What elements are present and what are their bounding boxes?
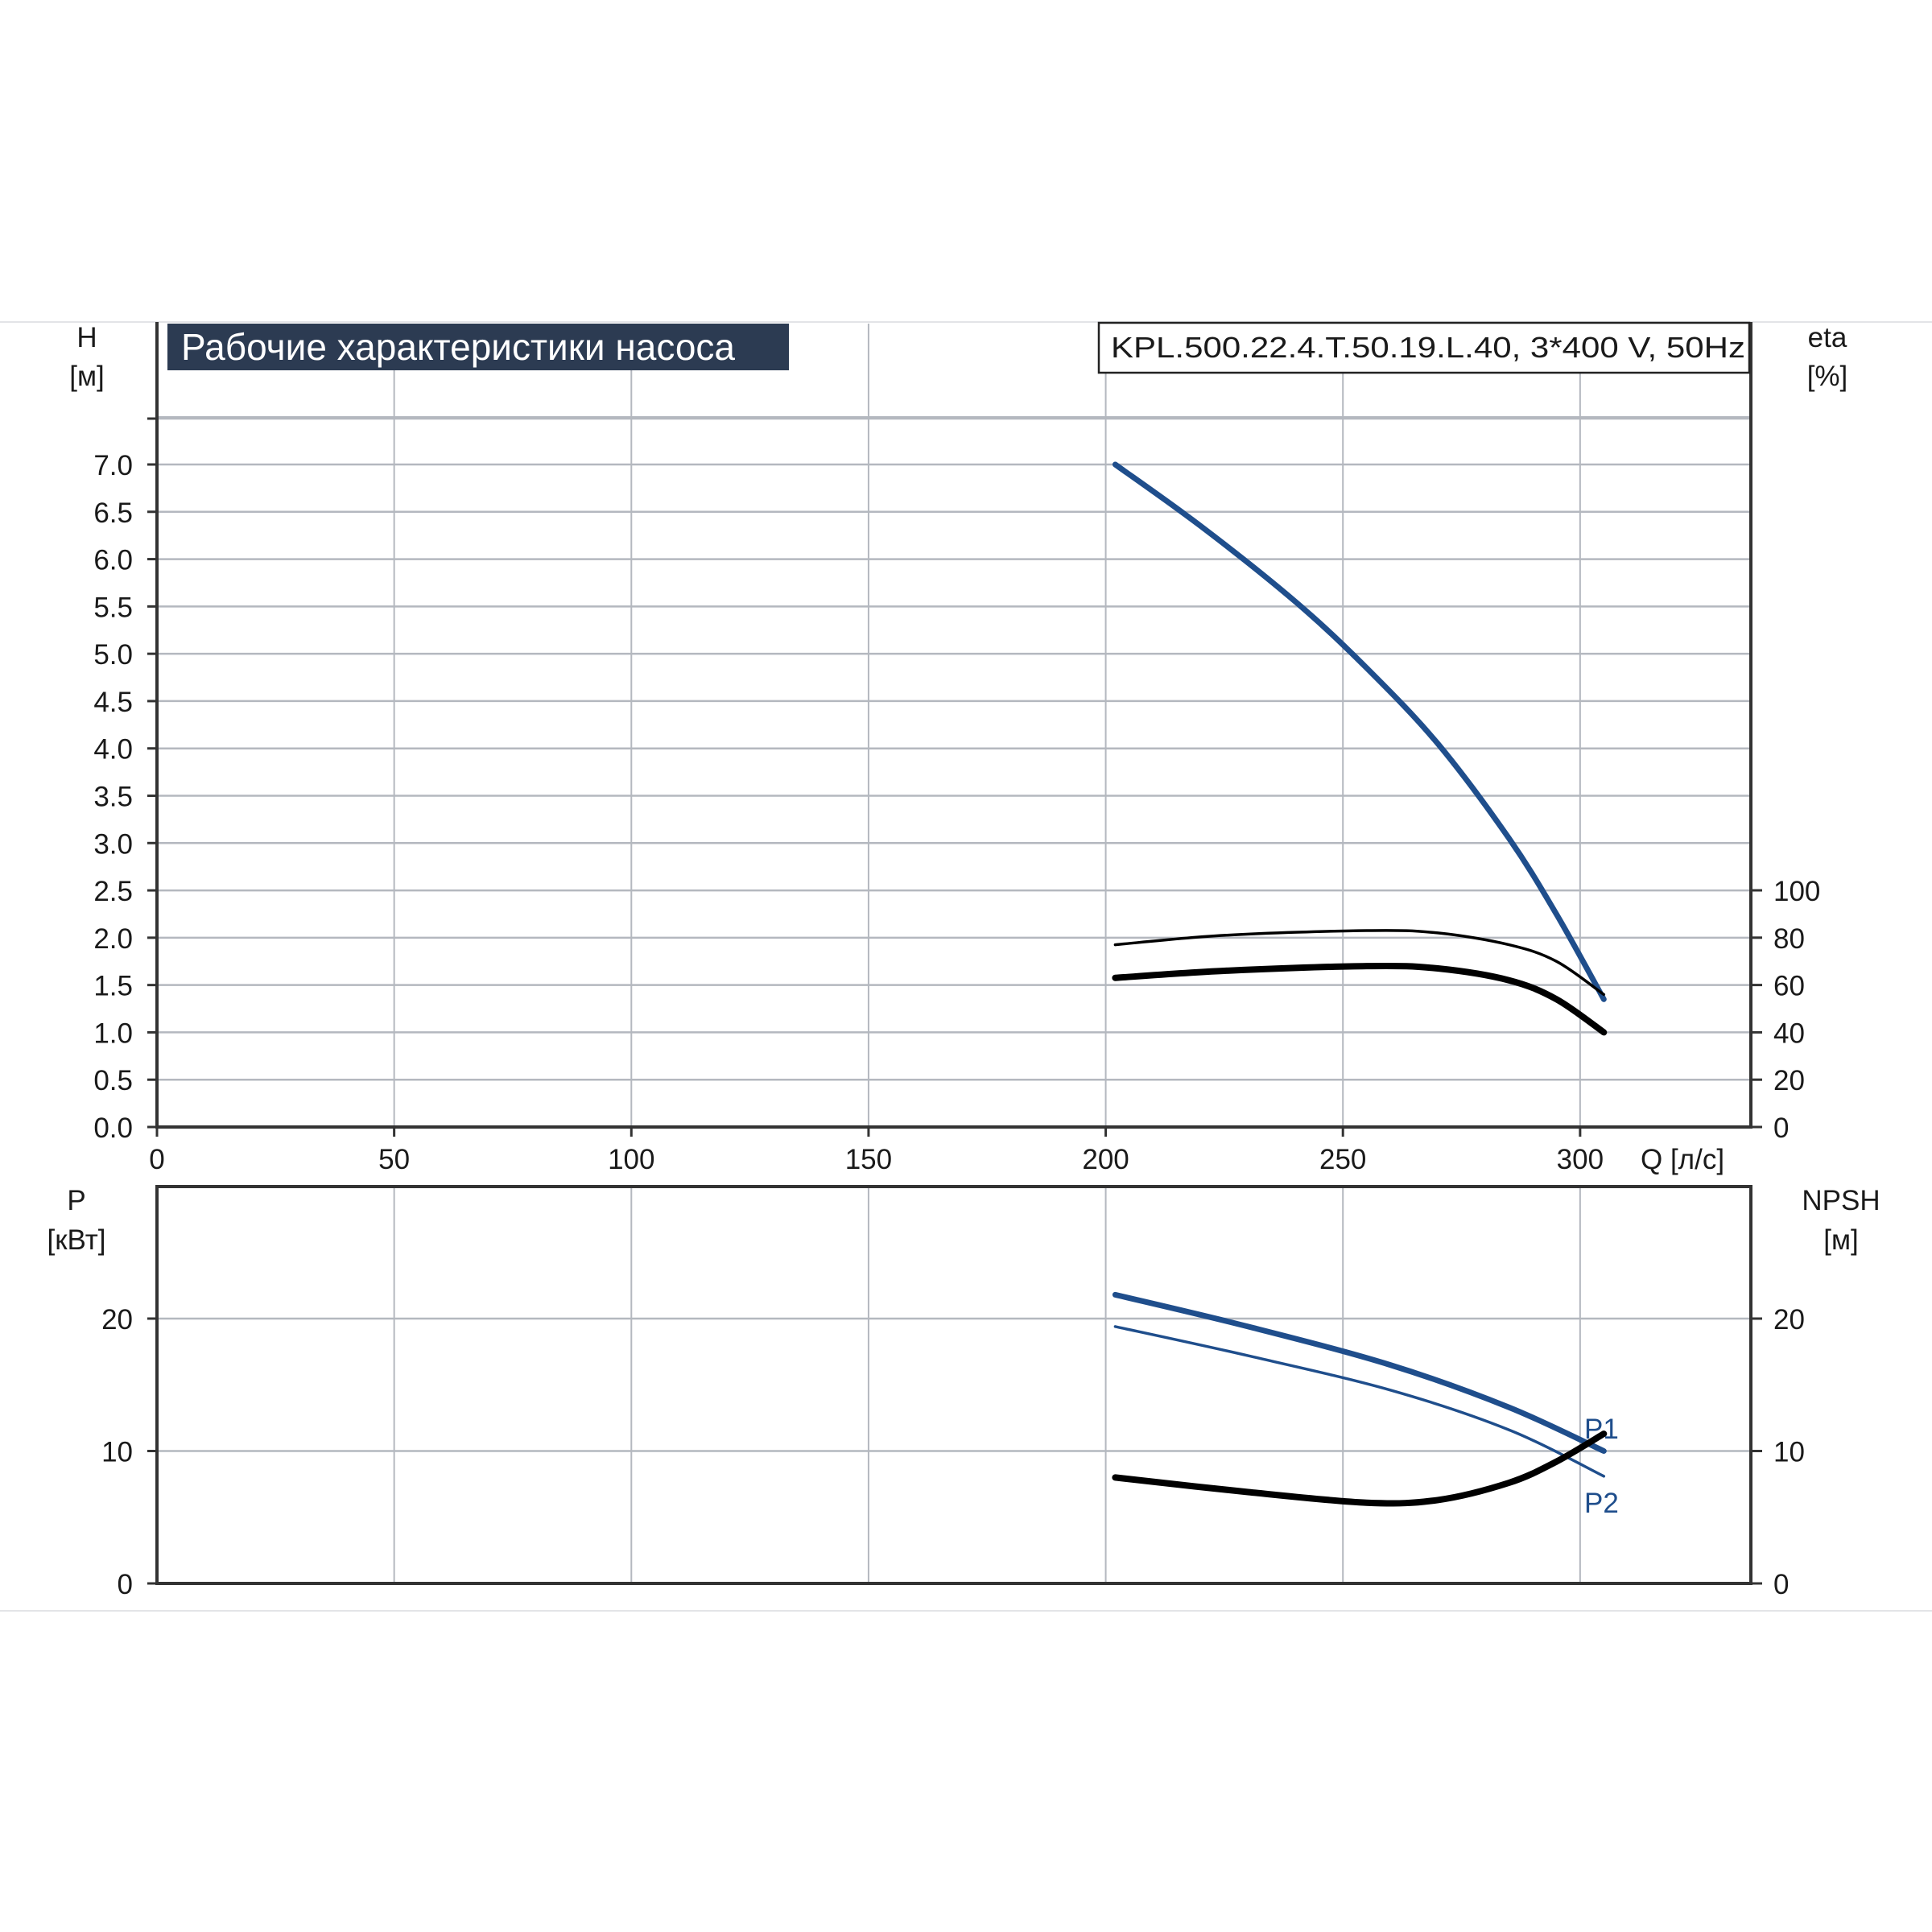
- y-right-tick-label: 100: [1773, 876, 1820, 907]
- bottom-y-right-tick-label: 20: [1773, 1304, 1805, 1335]
- x-tick-label: 150: [845, 1144, 892, 1175]
- bottom-panel-grid: [155, 1185, 1752, 1585]
- bottom-panel-frame: [155, 1185, 1752, 1585]
- bottom-y-left-title-2: [кВт]: [47, 1224, 106, 1256]
- x-tick-label: 100: [608, 1144, 654, 1175]
- model-box: [1097, 321, 1751, 374]
- bottom-panel-ticks: 0 10 20 0 10 20: [101, 1304, 1805, 1600]
- y-left-tick-label: 0.5: [93, 1065, 133, 1096]
- y-right-tick-label: 0: [1773, 1113, 1789, 1144]
- bottom-y-left-tick-label: 10: [101, 1437, 133, 1468]
- x-tick-label: 0: [149, 1144, 164, 1175]
- series-label-p2: P2: [1584, 1488, 1619, 1519]
- npsh-curve: [1112, 1430, 1608, 1507]
- efficiency-curve-thick: [1112, 962, 1608, 1036]
- efficiency-curve-thin: [1113, 929, 1606, 997]
- y-left-tick-label: 6.0: [93, 545, 133, 576]
- title-box: [167, 324, 789, 370]
- bottom-y-right-title-2: [м]: [1823, 1224, 1859, 1256]
- y-left-tick-label: 5.0: [93, 639, 133, 671]
- top-y-right-title-2: [%]: [1807, 361, 1848, 392]
- head-curve: [1112, 461, 1607, 1002]
- y-left-tick-label: 6.5: [93, 497, 133, 529]
- y-right-tick-label: 60: [1773, 971, 1805, 1002]
- y-right-tick-label: 80: [1773, 923, 1805, 955]
- y-left-tick-label: 0.0: [93, 1113, 133, 1144]
- p2-power-curve: [1113, 1325, 1606, 1478]
- bottom-y-right-tick-label: 0: [1773, 1569, 1789, 1600]
- top-panel-grid: [155, 322, 1752, 1129]
- bottom-y-right-tick-label: 10: [1773, 1437, 1805, 1468]
- y-left-tick-label: 4.5: [93, 687, 133, 718]
- x-tick-label: 50: [378, 1144, 410, 1175]
- bottom-y-left-title-1: P: [67, 1185, 85, 1216]
- bottom-y-right-title-1: NPSH: [1802, 1185, 1880, 1216]
- bottom-panel-curves: [1112, 1291, 1608, 1507]
- p1-power-curve: [1112, 1291, 1607, 1454]
- y-left-tick-label: 7.0: [93, 450, 133, 481]
- y-right-tick-label: 20: [1773, 1065, 1805, 1096]
- y-left-tick-label: 2.5: [93, 876, 133, 907]
- x-tick-label: 250: [1319, 1144, 1366, 1175]
- y-left-tick-label: 1.5: [93, 971, 133, 1002]
- top-panel-curves: [1112, 461, 1608, 1036]
- top-y-left-title-1: H: [76, 322, 97, 353]
- y-left-tick-label: 4.0: [93, 734, 133, 766]
- model-label: KPL.500.22.4.T.50.19.L.40, 3*400 V, 50Hz: [1111, 331, 1745, 364]
- x-tick-label: 200: [1082, 1144, 1129, 1175]
- chart-title: Рабочие характеристики насоса: [181, 326, 735, 368]
- y-left-tick-label: 2.0: [93, 923, 133, 955]
- y-left-tick-label: 3.0: [93, 828, 133, 860]
- top-y-right-title-1: eta: [1808, 322, 1847, 353]
- x-tick-label: 300: [1557, 1144, 1604, 1175]
- y-left-tick-label: 1.0: [93, 1018, 133, 1049]
- bottom-y-left-tick-label: 20: [101, 1304, 133, 1335]
- x-axis-title: Q [л/с]: [1641, 1144, 1724, 1175]
- bottom-y-left-tick-label: 0: [118, 1569, 133, 1600]
- y-left-tick-label: 3.5: [93, 782, 133, 813]
- top-panel-ticks: 0.0 0.5 1.0 1.5 2.0 2.5 3.0 3.5 4.0 4.5 5.0 5.5 6.0 6…: [93, 417, 1820, 1175]
- y-left-tick-label: 5.5: [93, 592, 133, 623]
- y-right-tick-label: 40: [1773, 1018, 1805, 1049]
- top-y-left-title-2: [м]: [69, 361, 105, 392]
